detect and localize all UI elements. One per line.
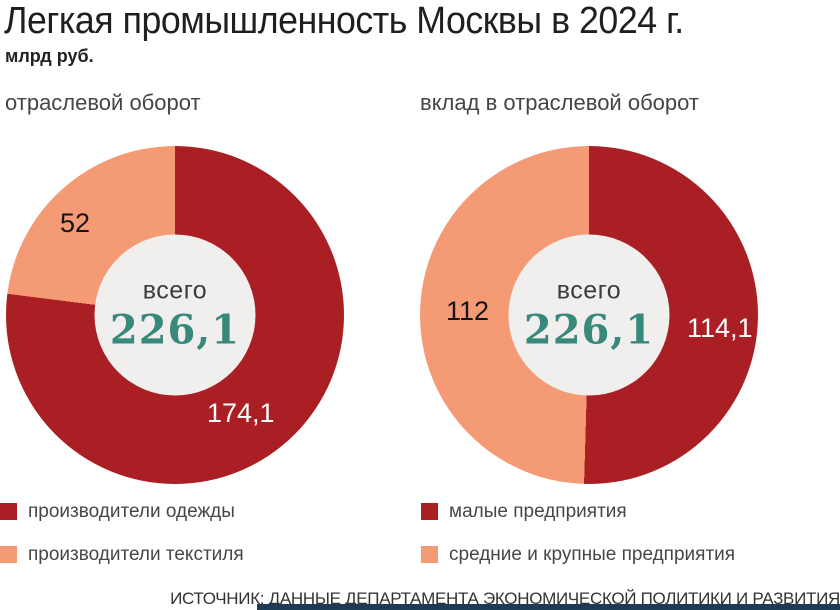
legend-turnover: производители одежды производители текст… <box>0 500 244 589</box>
footer-accent-bar <box>257 604 840 610</box>
legend-label: средние и крупные предприятия <box>449 543 736 565</box>
slice-value-small: 114,1 <box>687 313 753 343</box>
slice-value-clothing: 174,1 <box>207 398 275 428</box>
legend-item-clothing: производители одежды <box>0 500 244 522</box>
chart-title-turnover: отраслевой оборот <box>5 90 201 115</box>
legend-item-small-enterprises: малые предприятия <box>420 500 735 522</box>
source-credit: ИСТОЧНИК: ДАННЫЕ ДЕПАРТАМЕНТА ЭКОНОМИЧЕС… <box>170 589 840 608</box>
total-value: 226,1 <box>523 306 655 354</box>
legend-swatch-salmon <box>421 546 438 563</box>
legend-label: производители одежды <box>28 500 235 522</box>
legend-label: производители текстиля <box>28 543 244 565</box>
legend-item-textile: производители текстиля <box>0 543 244 565</box>
legend-swatch-dark-red <box>421 503 438 520</box>
legend-item-medium-large-enterprises: средние и крупные предприятия <box>420 543 736 565</box>
page-title: Легкая промышленность Москвы в 2024 г. <box>4 0 684 42</box>
legend-contribution: малые предприятия средние и крупные пред… <box>420 500 736 589</box>
donut-hole: всего 226,1 <box>508 234 670 396</box>
legend-swatch-salmon <box>0 546 17 563</box>
slice-value-medium-large: 112 <box>446 296 490 326</box>
total-value: 226,1 <box>109 306 241 354</box>
slice-value-textile: 52 <box>60 208 91 238</box>
chart-title-contribution: вклад в отраслевой оборот <box>420 90 699 115</box>
total-caption: всего <box>142 276 208 305</box>
legend-label: малые предприятия <box>449 500 627 522</box>
donut-chart-contribution: всего 226,1 <box>420 146 758 484</box>
legend-swatch-dark-red <box>0 503 17 520</box>
donut-hole: всего 226,1 <box>94 234 256 396</box>
units-label: млрд руб. <box>5 46 94 66</box>
total-caption: всего <box>556 276 622 305</box>
donut-chart-turnover: всего 226,1 <box>6 146 344 484</box>
